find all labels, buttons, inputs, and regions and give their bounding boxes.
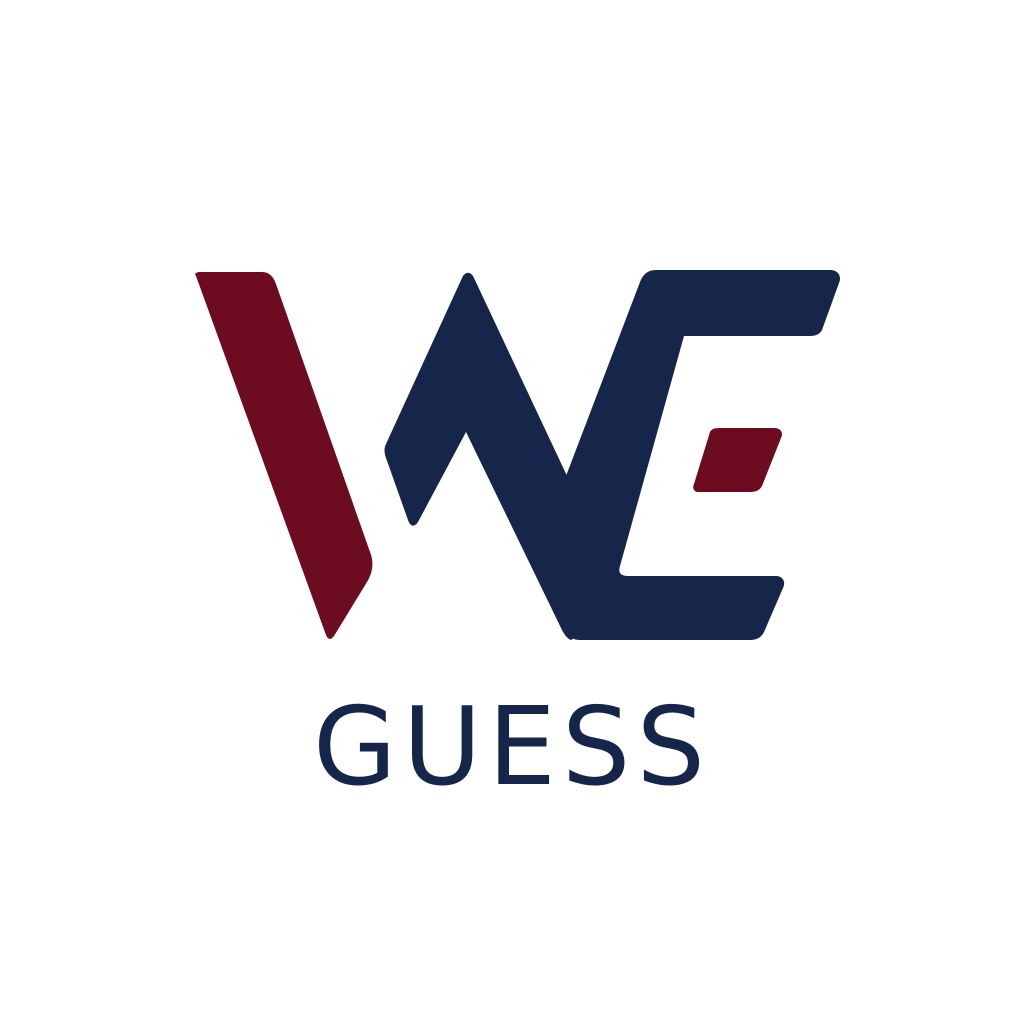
e-main-stroke (562, 270, 840, 640)
w-middle-stroke (384, 272, 612, 640)
brand-wordmark: GUESS (312, 685, 712, 810)
e-middle-bar (693, 428, 783, 492)
w-left-stroke (195, 272, 373, 639)
